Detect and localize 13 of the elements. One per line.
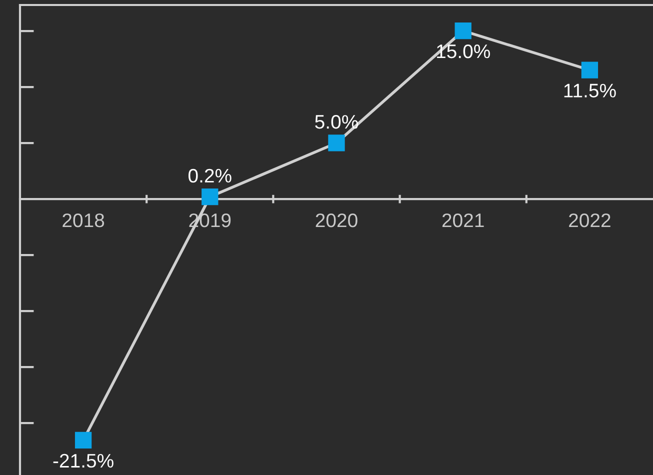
point <box>202 188 218 206</box>
x-tick-label: 2021 <box>442 213 484 228</box>
data-label: 0.2% <box>188 168 232 183</box>
data-label: 5.0% <box>315 114 358 129</box>
point <box>74 432 92 449</box>
x-tick-label: 2022 <box>569 213 610 228</box>
data-label: -21.5% <box>53 454 114 468</box>
point <box>454 22 472 40</box>
x-tick-label: 2018 <box>62 213 104 228</box>
point <box>328 134 345 152</box>
point <box>581 62 598 78</box>
data-label: 11.5% <box>564 84 616 98</box>
x-tick-label: 2020 <box>316 213 358 228</box>
